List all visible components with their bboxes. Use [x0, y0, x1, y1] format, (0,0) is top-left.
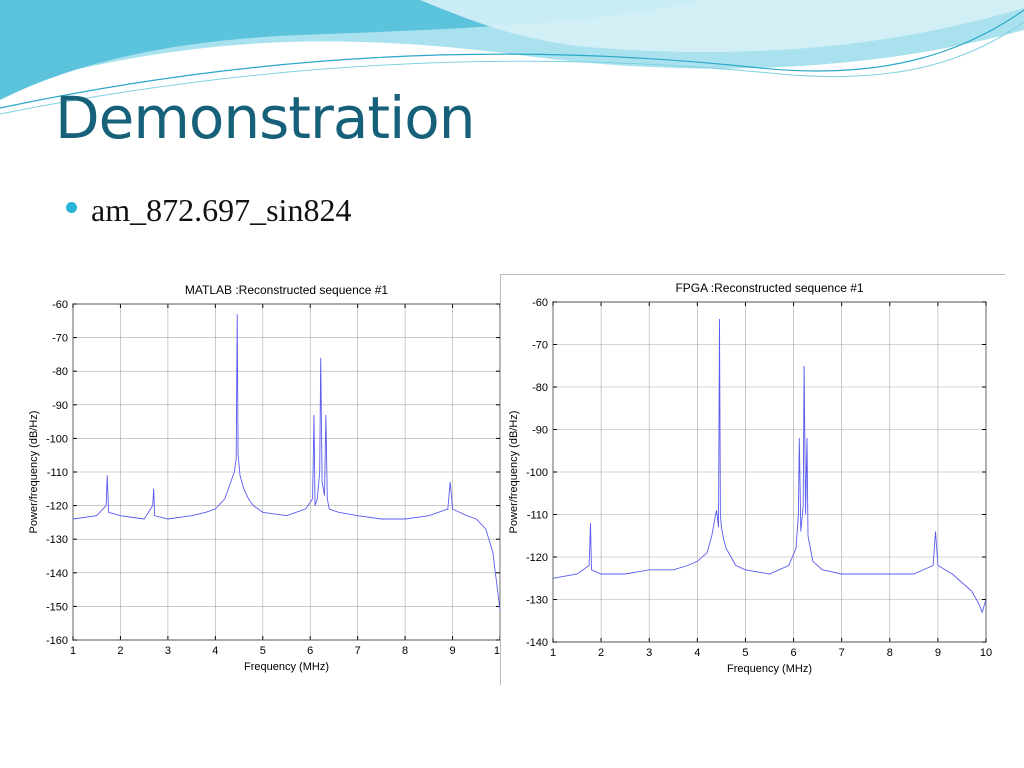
- wave-line-2: [0, 21, 1024, 115]
- x-tick-label: 9: [935, 647, 941, 659]
- y-tick-label: -70: [52, 333, 68, 345]
- x-tick-label: 6: [790, 647, 796, 659]
- y-tick-label: -120: [526, 552, 548, 564]
- y-tick-label: -60: [532, 297, 548, 309]
- fpga-psd-chart: 1 2 3 4 5 6 7 8 9 10 -140 -130 -120 -110 -100 -90 -80 -70…: [508, 281, 992, 675]
- slide-title: Demonstration: [55, 84, 476, 152]
- y-tick-label: -110: [47, 467, 68, 479]
- y-tick-label: -90: [532, 425, 548, 437]
- psd-series-line: [552, 318, 987, 614]
- y-tick-label: -110: [527, 510, 548, 522]
- y-tick-label: -130: [526, 595, 548, 607]
- wave-line-1: [0, 9, 1024, 109]
- x-tick-label: 3: [646, 647, 652, 659]
- y-tick-label: -100: [46, 433, 68, 445]
- x-tick-label: 4: [694, 647, 700, 659]
- y-tick-label: -60: [52, 299, 68, 311]
- bullet-item: am_872.697_sin824: [66, 192, 351, 229]
- y-tick-label: -130: [46, 534, 68, 546]
- wave-dark-band: [0, 0, 700, 100]
- x-tick-label: 8: [887, 647, 893, 659]
- y-tick-label: -80: [532, 382, 548, 394]
- chart-title: FPGA :Reconstructed sequence #1: [675, 281, 863, 295]
- x-tick-label: 2: [117, 645, 123, 657]
- x-tick-label: 5: [742, 647, 748, 659]
- y-tick-label: -70: [532, 340, 548, 352]
- y-tick-label: -150: [46, 601, 68, 613]
- y-tick-label: -160: [46, 635, 68, 647]
- x-tick-label: 1: [550, 647, 556, 659]
- x-tick-label: 3: [165, 645, 171, 657]
- y-tick-label: -100: [526, 467, 548, 479]
- bullet-text: am_872.697_sin824: [91, 192, 352, 228]
- x-tick-label: 9: [449, 645, 455, 657]
- y-tick-label: -120: [46, 501, 68, 513]
- matlab-chart-panel: 12345678910-160-150-140-130-120-110-100-…: [20, 276, 512, 682]
- wave-light-overlay: [420, 0, 1024, 53]
- bullet-dot-icon: [66, 202, 77, 213]
- y-axis-label: Power/frequency (dB/Hz): [28, 411, 40, 534]
- y-tick-label: -140: [46, 568, 68, 580]
- x-tick-label: 4: [212, 645, 218, 657]
- x-tick-label: 7: [355, 645, 361, 657]
- y-tick-label: -90: [52, 400, 68, 412]
- fpga-chart-panel: 1 2 3 4 5 6 7 8 9 10 -140 -130 -120 -110 -100 -90 -80 -70…: [500, 274, 1005, 685]
- y-tick-label: -80: [52, 366, 68, 378]
- x-tick-label: 8: [402, 645, 408, 657]
- x-axis-label: Frequency (MHz): [727, 663, 812, 675]
- x-tick-label: 2: [598, 647, 604, 659]
- x-axis-label: Frequency (MHz): [244, 661, 329, 673]
- psd-series-line: [72, 314, 501, 610]
- matlab-psd-chart: 12345678910-160-150-140-130-120-110-100-…: [28, 283, 506, 673]
- chart-title: MATLAB :Reconstructed sequence #1: [185, 283, 389, 297]
- x-tick-label: 6: [307, 645, 313, 657]
- y-tick-label: -140: [526, 637, 548, 649]
- x-tick-label: 7: [839, 647, 845, 659]
- header-wave-decoration: [0, 0, 1024, 115]
- y-axis-label: Power/frequency (dB/Hz): [508, 411, 520, 534]
- x-tick-label: 1: [70, 645, 76, 657]
- x-tick-label: 10: [980, 647, 992, 659]
- x-tick-label: 5: [260, 645, 266, 657]
